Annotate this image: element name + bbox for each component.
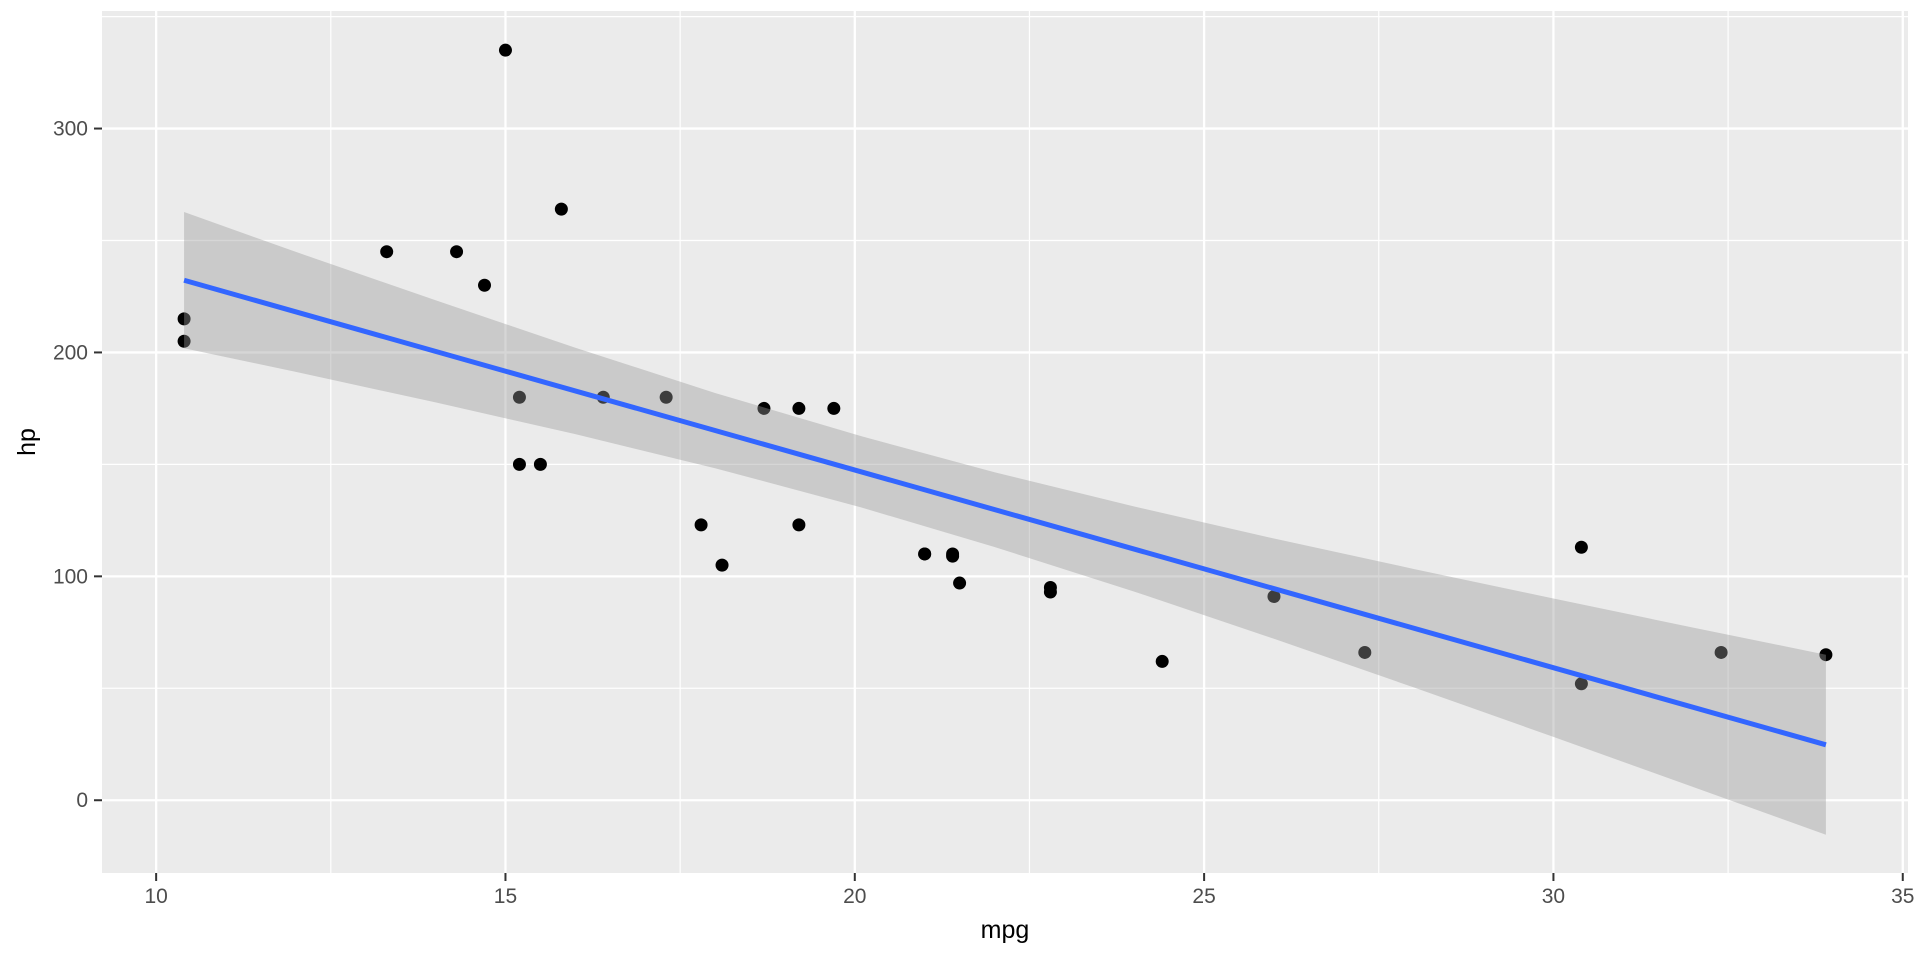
- data-point: [757, 401, 771, 415]
- y-tick-label: 100: [53, 565, 88, 588]
- confidence-band-polygon: [184, 212, 1826, 835]
- data-point: [512, 457, 526, 471]
- x-tick-label: 30: [1542, 885, 1565, 908]
- data-point: [1574, 540, 1588, 554]
- y-tick-label: 0: [76, 789, 88, 812]
- y-tick-label: 200: [53, 341, 88, 364]
- x-tick-label: 35: [1891, 885, 1914, 908]
- data-point: [694, 518, 708, 532]
- data-point: [512, 390, 526, 404]
- data-point: [792, 401, 806, 415]
- data-point: [1155, 654, 1169, 668]
- y-axis-ticks: 0 100 200 300: [53, 118, 102, 812]
- data-point: [177, 334, 191, 348]
- data-point: [1819, 648, 1833, 662]
- y-axis-title: hp: [13, 428, 41, 456]
- data-point: [1358, 645, 1372, 659]
- data-point: [715, 558, 729, 572]
- data-point: [498, 43, 512, 57]
- regression-line-segment: [183, 277, 1827, 748]
- data-point: [1574, 677, 1588, 691]
- x-tick-label: 25: [1192, 885, 1215, 908]
- panel-background: [102, 11, 1908, 873]
- regression-line: [183, 277, 1827, 748]
- data-point: [380, 245, 394, 259]
- y-tick-label: 300: [53, 118, 88, 141]
- data-point: [946, 549, 960, 563]
- data-point: [953, 576, 967, 590]
- data-point: [177, 312, 191, 326]
- data-point: [478, 278, 492, 292]
- data-point: [533, 457, 547, 471]
- x-axis-title: mpg: [981, 916, 1030, 944]
- x-tick-label: 10: [144, 885, 167, 908]
- data-points: [177, 43, 1833, 691]
- data-point: [1267, 589, 1281, 603]
- grid-minor: [102, 11, 1908, 873]
- x-tick-label: 20: [843, 885, 866, 908]
- confidence-band: [184, 212, 1826, 835]
- data-point: [1714, 645, 1728, 659]
- data-point: [827, 401, 841, 415]
- data-point: [918, 547, 932, 561]
- data-point: [450, 245, 464, 259]
- data-point: [792, 518, 806, 532]
- data-point: [554, 202, 568, 216]
- data-point: [659, 390, 673, 404]
- data-point: [1043, 581, 1057, 595]
- panel-rect: [102, 11, 1908, 873]
- grid-major: [102, 11, 1908, 873]
- x-axis-ticks: 10 15 20 25 30 35: [144, 873, 1914, 908]
- x-tick-label: 15: [494, 885, 517, 908]
